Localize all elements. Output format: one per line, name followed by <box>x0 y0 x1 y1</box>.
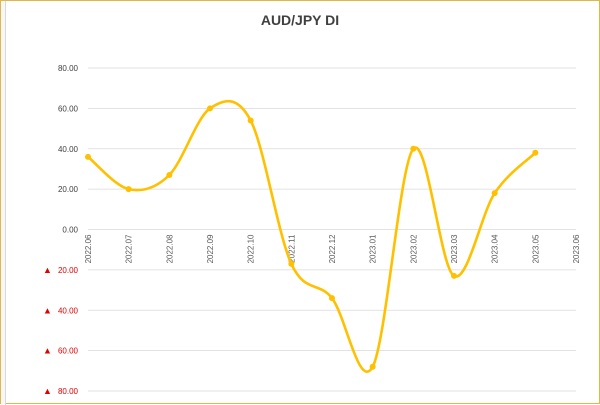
negative-marker: ▲ <box>43 386 52 396</box>
x-tick-label: 2022.09 <box>206 234 215 263</box>
data-point <box>491 190 498 197</box>
data-point <box>207 105 213 112</box>
negative-marker: ▲ <box>43 305 52 315</box>
x-tick-label: 2022.06 <box>84 234 93 263</box>
y-tick-label: 40.00 <box>58 145 79 154</box>
data-point <box>451 272 457 279</box>
x-tick-label: 2023.05 <box>531 234 540 263</box>
data-point <box>532 149 539 156</box>
negative-marker: ▲ <box>43 265 52 275</box>
x-tick-label: 2022.11 <box>287 234 296 263</box>
data-point <box>410 145 417 152</box>
y-tick-label: 20.00 <box>58 266 79 275</box>
data-point <box>247 117 254 124</box>
data-point <box>125 186 132 193</box>
chart-title: AUD/JPY DI <box>261 12 339 28</box>
x-tick-label: 2023.02 <box>409 234 418 263</box>
x-tick-label: 2023.06 <box>572 234 581 263</box>
y-tick-label: 60.00 <box>58 104 79 113</box>
left-ruler <box>1 1 6 405</box>
x-tick-label: 2022.08 <box>165 234 174 263</box>
data-point <box>85 153 91 160</box>
data-point <box>166 171 173 178</box>
negative-marker: ▲ <box>43 346 52 356</box>
series-line <box>87 100 537 373</box>
y-tick-label: 40.00 <box>58 306 79 315</box>
y-tick-label: 0.00 <box>62 226 78 235</box>
x-tick-label: 2023.03 <box>450 234 459 263</box>
x-axis-ticks: 2022.06 2022.07 2022.08 2022.09 2022.10 2022.… <box>84 234 581 263</box>
x-tick-label: 2022.12 <box>328 234 337 263</box>
y-tick-label: 60.00 <box>58 347 79 356</box>
x-tick-label: 2022.07 <box>125 234 134 263</box>
y-tick-label: 80.00 <box>58 64 79 73</box>
series-group <box>85 100 539 373</box>
x-tick-label: 2023.01 <box>369 234 378 263</box>
y-axis-ticks: 80.00 60.00 40.00 20.00 0.00 20.00 ▲ 40.00 ▲ 60.0… <box>43 64 79 396</box>
x-tick-label: 2022.10 <box>247 234 256 263</box>
data-point <box>288 260 295 267</box>
data-point <box>329 295 335 302</box>
y-tick-label: 20.00 <box>58 185 79 194</box>
x-tick-label: 2023.04 <box>491 234 500 263</box>
y-tick-label: 80.00 <box>58 387 79 396</box>
data-point <box>369 363 376 370</box>
grid-lines <box>88 67 576 392</box>
